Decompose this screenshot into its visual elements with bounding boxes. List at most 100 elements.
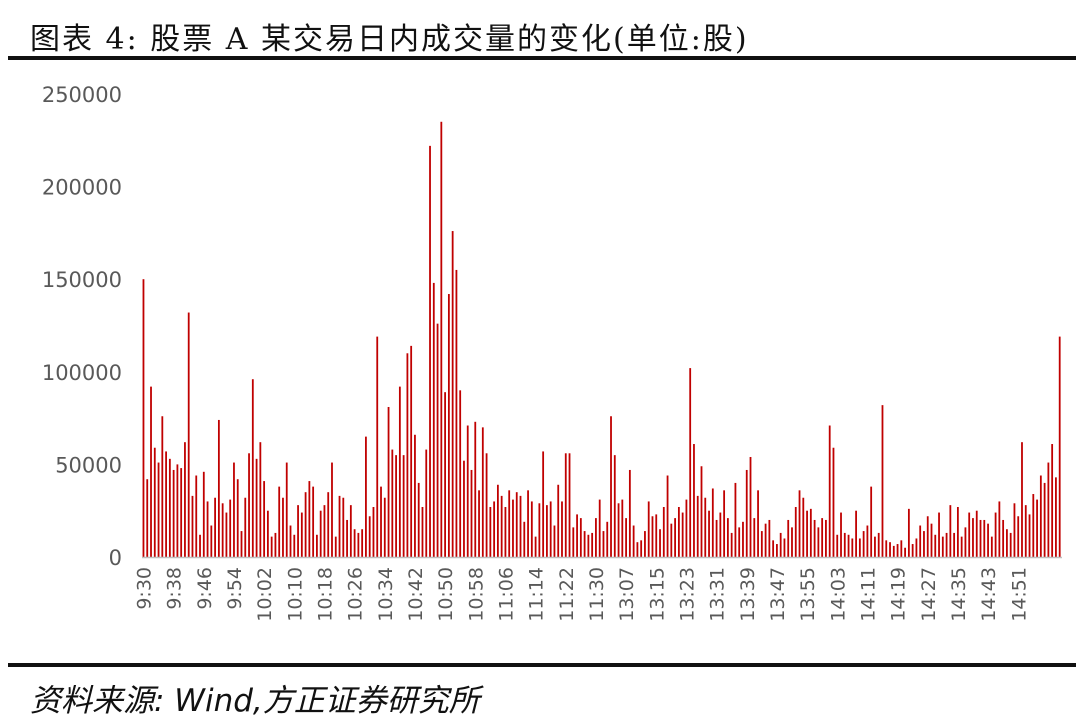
bar <box>165 451 167 557</box>
bar <box>534 536 537 557</box>
source-note: 资料来源: Wind,方正证券研究所 <box>30 683 480 719</box>
bar <box>447 294 450 557</box>
bar <box>636 542 639 557</box>
bar <box>444 392 446 557</box>
bar <box>919 525 922 557</box>
bar <box>579 518 582 557</box>
bar <box>794 507 797 557</box>
bar <box>323 505 326 557</box>
bar <box>911 544 914 557</box>
bar <box>455 269 458 557</box>
bar <box>391 449 394 557</box>
bar <box>195 475 198 557</box>
bar <box>474 421 477 557</box>
bar <box>282 497 284 557</box>
bar <box>832 447 835 557</box>
bar <box>659 529 661 557</box>
bar <box>410 345 413 557</box>
bar <box>809 508 812 557</box>
bar <box>723 490 726 557</box>
bar <box>994 512 997 557</box>
bar <box>576 514 578 557</box>
bar <box>979 519 982 557</box>
bar <box>274 532 277 557</box>
bar <box>757 490 759 557</box>
bar <box>432 282 435 557</box>
bar <box>157 462 160 557</box>
bar <box>881 405 884 557</box>
bar <box>485 453 488 557</box>
bar <box>1051 444 1054 557</box>
bar <box>221 503 224 557</box>
bar <box>760 531 763 557</box>
bar <box>998 501 1001 557</box>
bar <box>421 507 424 557</box>
bar <box>1058 336 1061 557</box>
x-tick-label: 10:34 <box>375 567 397 622</box>
bar <box>312 486 315 557</box>
bar <box>858 538 861 557</box>
bar <box>202 471 205 557</box>
bar <box>500 495 503 557</box>
bar <box>862 531 865 557</box>
figure-title: 图表 4: 股票 A 某交易日内成交量的变化(单位:股) <box>30 22 749 57</box>
bar <box>436 323 439 557</box>
bar <box>380 486 382 557</box>
bar <box>866 525 869 557</box>
bar <box>1009 532 1012 557</box>
bar <box>598 499 601 557</box>
bar <box>772 540 775 557</box>
bar <box>168 458 171 557</box>
bar <box>270 536 273 557</box>
bar <box>478 490 480 557</box>
bar <box>768 519 771 557</box>
x-tick-label: 14:35 <box>948 567 970 622</box>
bar <box>938 512 940 557</box>
bar <box>628 469 631 557</box>
bar <box>523 521 526 557</box>
bar <box>647 501 650 557</box>
bar <box>225 512 228 557</box>
bar <box>293 534 296 557</box>
x-tick-label: 11:30 <box>586 567 608 622</box>
x-tick-label: 14:19 <box>888 567 910 622</box>
bar <box>187 312 190 557</box>
bar <box>644 531 646 557</box>
bar <box>153 447 156 557</box>
bar <box>655 514 658 557</box>
bar <box>972 518 974 557</box>
bar <box>1055 477 1057 557</box>
bar <box>331 462 333 557</box>
bar <box>1024 505 1027 557</box>
bar <box>990 536 993 557</box>
x-tick-label: 9:30 <box>134 567 156 610</box>
bar <box>625 518 627 557</box>
bar <box>233 462 235 557</box>
x-tick-label: 13:55 <box>797 567 819 622</box>
bar <box>711 488 714 557</box>
bar <box>557 484 560 557</box>
bar <box>564 453 567 557</box>
x-tick-label: 14:27 <box>918 567 940 622</box>
bar <box>236 479 239 557</box>
bar <box>840 512 842 557</box>
bar <box>726 518 729 557</box>
bar <box>161 416 164 557</box>
bar <box>745 469 748 557</box>
bar <box>617 503 620 557</box>
bar <box>696 495 699 557</box>
bar <box>316 534 318 557</box>
bar <box>463 460 465 557</box>
bar <box>945 532 948 557</box>
bar <box>708 510 710 557</box>
bar <box>142 279 145 557</box>
bar <box>176 464 179 557</box>
bar <box>651 516 654 557</box>
x-tick-label: 13:31 <box>707 567 729 622</box>
bar <box>851 538 854 557</box>
bar <box>821 518 824 557</box>
bar <box>896 544 899 557</box>
x-axis-labels: 9:30 9:38 9:46 9:54 10:02 10:10 10:18 10:26 10:3… <box>134 567 1031 622</box>
bar <box>206 501 209 557</box>
bar <box>670 523 673 557</box>
